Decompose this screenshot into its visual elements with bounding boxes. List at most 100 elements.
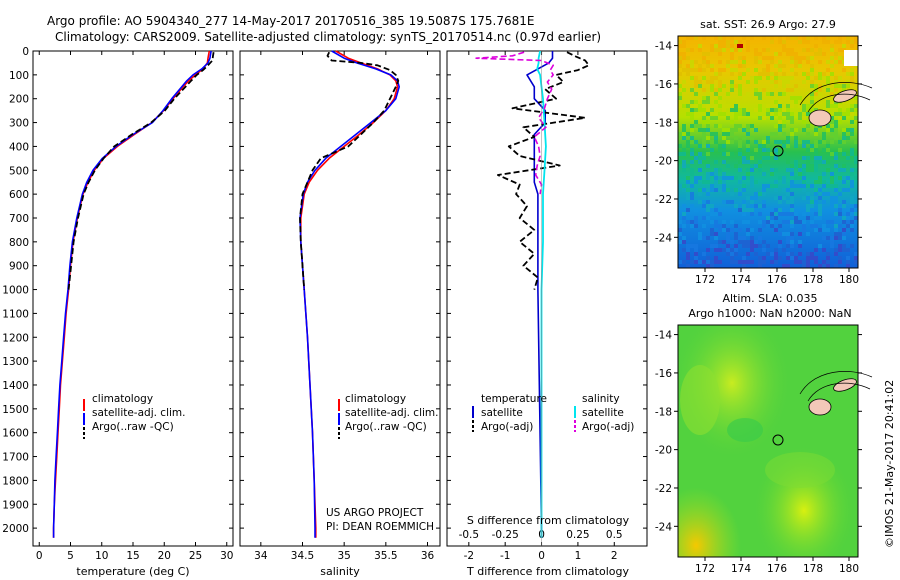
map-x-tick-label: 174 — [731, 563, 751, 575]
x-tick-label: 15 — [126, 550, 139, 562]
y-tick-label: 800 — [9, 237, 29, 249]
sla-field-texture — [678, 325, 858, 557]
y-tick-label: 700 — [9, 213, 29, 225]
map-y-tick-label: -22 — [655, 483, 672, 495]
sst-argo-marker — [772, 145, 784, 157]
map-x-tick-label: 176 — [767, 563, 787, 575]
y-tick-label: 2000 — [2, 523, 29, 535]
map-y-tick-label: -14 — [655, 41, 672, 53]
map-x-tick-label: 178 — [803, 274, 823, 286]
map-x-tick-label: 174 — [731, 274, 751, 286]
s-tick-label: 0.5 — [606, 529, 623, 541]
s-tick-label: -0.5 — [459, 529, 480, 541]
map-x-tick-label: 176 — [767, 274, 787, 286]
fiji-islands-sla — [799, 371, 873, 416]
figure-title: Argo profile: AO 5904340_277 14-May-2017… — [47, 14, 534, 28]
map-y-tick-label: -18 — [655, 117, 672, 129]
x-tick-label: 34.5 — [291, 550, 314, 562]
legend-label-satellite: satellite-adj. clim. — [92, 407, 185, 419]
legend-label-satellite: satellite-adj. clim. — [345, 407, 438, 419]
temperature-xlabel: temperature (deg C) — [76, 565, 189, 578]
y-tick-label: 1600 — [2, 428, 29, 440]
difference-ticks: -2 -1 0 1 2-0.5 -0.25 0 0.25 0.5 — [447, 50, 647, 562]
legend-label-climatology: climatology — [345, 393, 406, 405]
salinity-axes — [239, 50, 441, 547]
x-tick-label: 2 — [611, 550, 618, 562]
s-tick-label: 0.25 — [566, 529, 589, 541]
y-tick-label: 1400 — [2, 380, 29, 392]
y-tick-label: 1900 — [2, 499, 29, 511]
legend-label-s-argo: Argo(-adj) — [582, 421, 634, 433]
sla-map-axes — [677, 324, 859, 558]
y-tick-label: 500 — [9, 165, 29, 177]
y-tick-label: 200 — [9, 94, 29, 106]
temperature-panel: 0100200300400500600700800900100011001200… — [2, 46, 234, 578]
temperature-legend: climatology satellite-adj. clim. Argo(..… — [83, 393, 185, 439]
map-y-tick-label: -24 — [655, 521, 672, 533]
fiji-islands — [799, 82, 873, 127]
y-tick-label: 1800 — [2, 475, 29, 487]
map-y-tick-label: -22 — [655, 194, 672, 206]
x-tick-label: 36 — [421, 550, 435, 562]
difference-panel: -2 -1 0 1 2-0.5 -0.25 0 0.25 0.5 S difference fr… — [446, 50, 648, 578]
sla-argo-marker — [772, 434, 784, 446]
y-tick-label: 100 — [9, 70, 29, 82]
y-tick-label: 1700 — [2, 452, 29, 464]
figure-subtitle: Climatology: CARS2009. Satellite-adjuste… — [55, 30, 601, 44]
pi-annotation: PI: DEAN ROEMMICH — [326, 521, 434, 533]
legend-title-temperature: temperature — [481, 393, 547, 405]
temperature-lines — [52, 50, 215, 538]
map-x-tick-label: 178 — [803, 563, 823, 575]
sst-map-axes — [677, 35, 859, 269]
difference-legend: temperature satellite Argo(-adj) salinit… — [472, 393, 634, 433]
x-tick-label: 25 — [189, 550, 202, 562]
x-tick-label: 30 — [220, 550, 233, 562]
project-annotation: US ARGO PROJECT — [326, 507, 424, 519]
x-tick-label: 35 — [337, 550, 350, 562]
sla-map-subtitle: Argo h1000: NaN h2000: NaN — [688, 307, 851, 320]
map-y-tick-label: -24 — [655, 232, 672, 244]
t-difference-xlabel: T difference from climatology — [466, 565, 629, 578]
sst-map: sat. SST: 26.9 Argo: 27.9 172 174 176 178 18… — [655, 18, 873, 286]
x-tick-label: -1 — [500, 550, 510, 562]
sst-map-ticks: 172 174 176 178 180 -14 -16 -18 -20 -22 -24 — [655, 41, 862, 286]
y-tick-label: 300 — [9, 118, 29, 130]
map-y-tick-label: -16 — [655, 368, 672, 380]
map-y-tick-label: -20 — [655, 156, 672, 168]
y-tick-label: 600 — [9, 189, 29, 201]
imos-stamp: ©IMOS 21-May-2017 20:41:02 — [883, 380, 896, 548]
x-tick-label: 20 — [158, 550, 171, 562]
sla-map-ticks: 172 174 176 178 180 -14 -16 -18 -20 -22 -24 — [655, 330, 862, 575]
sla-map: Altim. SLA: 0.035 Argo h1000: NaN h2000:… — [655, 292, 873, 575]
series-line-t-satellite — [526, 51, 554, 538]
legend-label-argo: Argo(..raw -QC) — [345, 421, 427, 433]
y-tick-label: 1500 — [2, 404, 29, 416]
legend-label-argo: Argo(..raw -QC) — [92, 421, 174, 433]
series-line-t-argo-adj- — [496, 51, 590, 290]
map-y-tick-label: -16 — [655, 79, 672, 91]
map-x-tick-label: 172 — [695, 563, 715, 575]
s-difference-xlabel: S difference from climatology — [467, 514, 630, 527]
x-tick-label: -2 — [464, 550, 474, 562]
salinity-panel: 34 34.5 35 35.5 36 salinity climatology sate… — [239, 50, 441, 578]
x-tick-label: 10 — [95, 550, 108, 562]
x-tick-label: 0 — [538, 550, 545, 562]
series-line-satellite-adj-clim- — [299, 50, 401, 538]
series-line-argo-raw-qc- — [67, 52, 215, 290]
legend-title-salinity: salinity — [582, 393, 620, 405]
map-x-tick-label: 180 — [839, 274, 859, 286]
salinity-lines — [299, 50, 401, 538]
sla-map-title: Altim. SLA: 0.035 — [722, 292, 817, 305]
series-line-argo-raw-qc- — [299, 51, 400, 290]
y-tick-label: 0 — [22, 46, 29, 58]
map-x-tick-label: 172 — [695, 274, 715, 286]
map-y-tick-label: -20 — [655, 445, 672, 457]
series-line-satellite-adj-clim- — [52, 50, 212, 538]
x-tick-label: 35.5 — [374, 550, 397, 562]
y-tick-label: 1000 — [2, 285, 29, 297]
x-tick-label: 34 — [254, 550, 268, 562]
y-tick-label: 400 — [9, 141, 29, 153]
sst-map-title: sat. SST: 26.9 Argo: 27.9 — [700, 18, 836, 31]
sst-missing-data — [844, 50, 858, 66]
